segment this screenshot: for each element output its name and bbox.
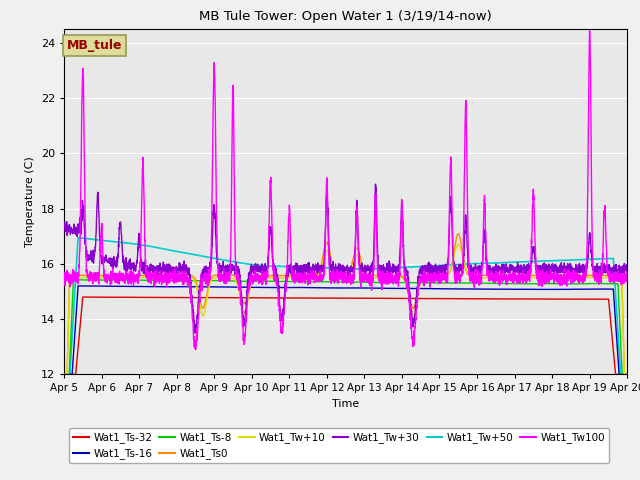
X-axis label: Time: Time [332, 399, 359, 409]
Text: MB_tule: MB_tule [67, 39, 122, 52]
Title: MB Tule Tower: Open Water 1 (3/19/14-now): MB Tule Tower: Open Water 1 (3/19/14-now… [199, 11, 492, 24]
Y-axis label: Temperature (C): Temperature (C) [25, 156, 35, 247]
Legend: Wat1_Ts-32, Wat1_Ts-16, Wat1_Ts-8, Wat1_Ts0, Wat1_Tw+10, Wat1_Tw+30, Wat1_Tw+50,: Wat1_Ts-32, Wat1_Ts-16, Wat1_Ts-8, Wat1_… [69, 428, 609, 463]
